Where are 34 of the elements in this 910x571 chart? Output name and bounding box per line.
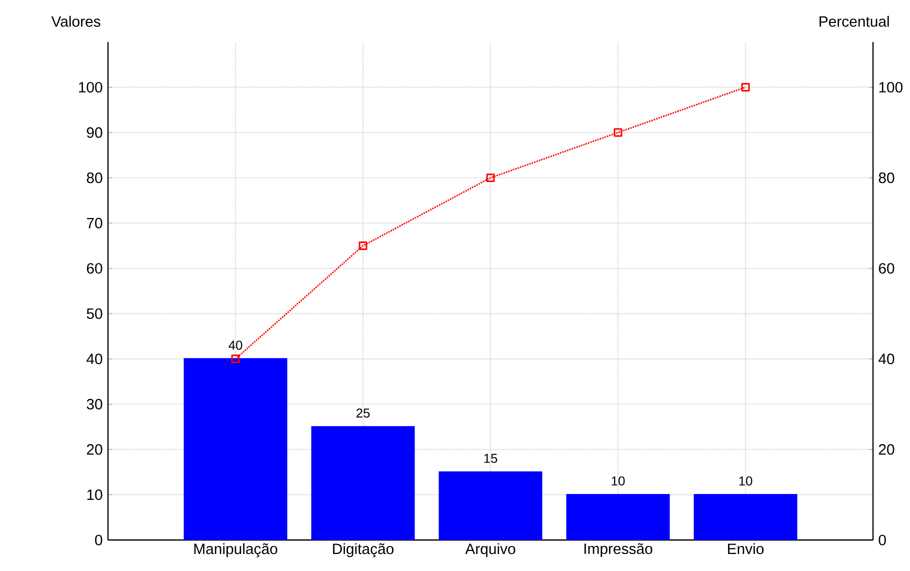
point xyxy=(741,83,750,92)
data-label: 15 xyxy=(484,454,498,463)
x-tick-label: Envio xyxy=(728,543,764,554)
data-label: 10 xyxy=(739,476,752,486)
point xyxy=(614,128,622,137)
y2-axis-title: Percentual xyxy=(820,16,889,27)
y2-tick-label: 40 xyxy=(878,354,894,364)
point xyxy=(358,241,368,250)
y2-tick-label: 100 xyxy=(879,82,903,93)
y-tick-label: 20 xyxy=(86,444,102,455)
point xyxy=(486,174,495,182)
data-label: 40 xyxy=(228,340,242,350)
y-tick-label: 50 xyxy=(86,308,102,319)
y2-tick-label: 20 xyxy=(878,444,894,455)
x-tick-label: Manipulação xyxy=(194,543,278,558)
y-axis-title: Valores xyxy=(51,16,100,27)
y-tick-label: 0 xyxy=(95,534,102,546)
y-tick-label: 70 xyxy=(86,218,102,228)
x-tick-label: Impressão xyxy=(584,543,652,557)
y-tick-label: 60 xyxy=(86,263,102,274)
y2-tick-label: 80 xyxy=(878,172,894,184)
data-label: 25 xyxy=(356,408,370,418)
y-tick-label: 80 xyxy=(86,172,102,184)
y2-tick-label: 0 xyxy=(878,534,886,546)
y-tick-label: 100 xyxy=(79,82,102,93)
y-tick-label: 90 xyxy=(86,127,102,138)
data-label: 10 xyxy=(612,476,625,486)
point xyxy=(231,354,240,364)
y-tick-label: 30 xyxy=(86,398,102,410)
y-tick-label: 10 xyxy=(87,489,102,500)
y-tick-label: 40 xyxy=(86,354,102,364)
y2-tick-label: 60 xyxy=(878,263,894,274)
x-tick-label: Digitação xyxy=(333,543,394,558)
x-tick-label: Arquivo xyxy=(465,543,516,558)
